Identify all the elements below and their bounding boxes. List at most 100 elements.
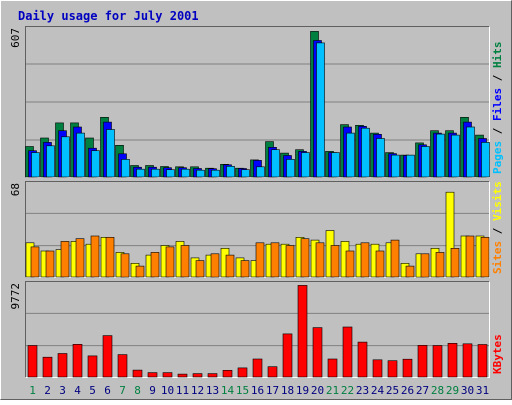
- plot-border-shadow: [25, 281, 490, 378]
- legend-visits: Visits: [491, 181, 504, 221]
- x-tick-label: 7: [119, 384, 126, 397]
- bar-kbytes-day-12: [192, 373, 203, 378]
- x-tick-label: 10: [161, 384, 174, 397]
- bar-pages-day-31: [481, 142, 490, 178]
- bar-kbytes-day-4: [72, 343, 83, 378]
- bar-sites-day-22: [345, 250, 355, 278]
- bar-kbytes-day-23: [357, 341, 368, 378]
- kbytes-panel: 9772 KBytes: [9, 281, 504, 378]
- chart-title: Daily usage for July 2001: [18, 9, 199, 23]
- x-tick-label: 12: [191, 384, 204, 397]
- bar-sites-day-18: [285, 245, 295, 278]
- bar-pages-day-23: [361, 127, 370, 178]
- bar-pages-day-6: [106, 129, 115, 178]
- x-tick-label: 5: [89, 384, 96, 397]
- bar-kbytes-day-5: [87, 355, 98, 378]
- bar-sites-day-24: [375, 250, 385, 278]
- bar-kbytes-day-15: [237, 367, 248, 378]
- bar-sites-day-5: [90, 235, 100, 278]
- bar-sites-day-1: [30, 246, 40, 278]
- bar-sites-day-25: [390, 239, 400, 278]
- x-tick-label: 22: [341, 384, 354, 397]
- bar-kbytes-day-22: [342, 326, 353, 378]
- x-tick-label: 28: [431, 384, 444, 397]
- x-tick-label: 26: [401, 384, 414, 397]
- bar-pages-day-13: [211, 169, 220, 178]
- x-tick-label: 17: [266, 384, 279, 397]
- x-tick-label: 25: [386, 384, 399, 397]
- x-tick-label: 23: [356, 384, 369, 397]
- bar-pages-day-10: [166, 169, 175, 178]
- bar-kbytes-day-25: [387, 360, 398, 378]
- bar-kbytes-day-1: [27, 345, 38, 378]
- bar-kbytes-day-26: [402, 358, 413, 378]
- x-tick-label: 20: [311, 384, 324, 397]
- visits-panel: 68 Sites / Visits: [9, 181, 504, 278]
- legend-pages: Pages: [491, 141, 504, 174]
- bar-kbytes-day-19: [297, 285, 308, 378]
- legend-separator: /: [491, 68, 504, 88]
- bar-sites-day-27: [420, 253, 430, 278]
- x-tick-label: 6: [104, 384, 111, 397]
- x-tick-label: 1: [29, 384, 36, 397]
- bar-pages-day-30: [466, 126, 475, 178]
- bar-pages-day-9: [151, 168, 160, 178]
- bar-pages-day-15: [241, 169, 250, 178]
- bar-kbytes-day-10: [162, 372, 173, 378]
- bar-sites-day-30: [465, 235, 475, 278]
- legend-kbytes: KBytes: [491, 334, 504, 374]
- x-tick-label: 31: [476, 384, 489, 397]
- bar-sites-day-2: [45, 250, 55, 278]
- bar-sites-day-6: [105, 237, 115, 278]
- bar-kbytes-day-14: [222, 369, 233, 378]
- bar-kbytes-day-3: [57, 353, 68, 378]
- x-tick-label: 19: [296, 384, 309, 397]
- y-max-label: 68: [9, 183, 22, 196]
- bar-sites-day-12: [195, 260, 205, 278]
- bar-sites-day-21: [330, 245, 340, 278]
- y-max-label: 9772: [9, 283, 22, 310]
- x-tick-label: 16: [251, 384, 264, 397]
- bar-sites-day-13: [210, 253, 220, 278]
- legend-separator: /: [491, 121, 504, 141]
- x-tick-label: 15: [236, 384, 249, 397]
- x-tick-label: 3: [59, 384, 66, 397]
- plot-border-shadow: [25, 26, 490, 178]
- bar-kbytes-day-6: [102, 335, 113, 378]
- legend-sites: Sites: [491, 241, 504, 274]
- bar-pages-day-26: [406, 154, 415, 178]
- bar-pages-day-20: [316, 42, 325, 178]
- bar-pages-day-19: [301, 152, 310, 178]
- legend-hits: Hits: [491, 42, 504, 69]
- x-tick-label: 13: [206, 384, 219, 397]
- bar-pages-day-21: [331, 152, 340, 178]
- bar-pages-day-7: [121, 159, 130, 178]
- bar-sites-day-19: [300, 238, 310, 278]
- x-tick-label: 29: [446, 384, 459, 397]
- bar-pages-day-22: [346, 132, 355, 178]
- bar-sites-day-28: [435, 252, 445, 278]
- bar-kbytes-day-24: [372, 359, 383, 378]
- bar-kbytes-day-8: [132, 369, 143, 378]
- bar-kbytes-day-31: [477, 344, 488, 378]
- x-tick-label: 24: [371, 384, 385, 397]
- x-tick-label: 18: [281, 384, 294, 397]
- bar-pages-day-12: [196, 169, 205, 178]
- x-tick-label: 30: [461, 384, 474, 397]
- plot-border-highlight: [25, 26, 490, 178]
- sites-visits-legend: Sites / Visits: [491, 181, 504, 274]
- bar-pages-day-1: [31, 152, 40, 178]
- y-max-label: 607: [9, 28, 22, 48]
- bar-kbytes-day-30: [462, 343, 473, 378]
- bar-pages-day-24: [376, 138, 385, 178]
- plot-border-highlight: [25, 281, 490, 378]
- bar-pages-day-16: [256, 166, 265, 178]
- bar-kbytes-day-29: [447, 342, 458, 378]
- bar-kbytes-day-20: [312, 327, 323, 378]
- bar-sites-day-26: [405, 265, 415, 278]
- bar-sites-day-20: [315, 242, 325, 278]
- legend-separator: /: [491, 221, 504, 241]
- bar-kbytes-day-9: [147, 372, 158, 378]
- bar-kbytes-day-13: [207, 373, 218, 378]
